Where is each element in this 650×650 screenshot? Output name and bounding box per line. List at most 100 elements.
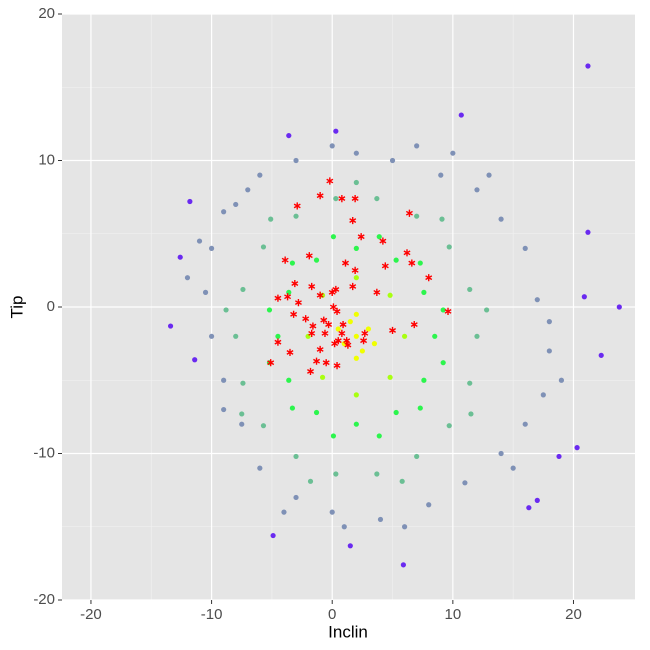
point bbox=[510, 465, 516, 471]
star-point bbox=[408, 259, 416, 267]
point bbox=[196, 238, 203, 244]
star-point bbox=[360, 337, 368, 345]
point bbox=[534, 497, 540, 503]
star-point bbox=[328, 288, 336, 296]
point bbox=[260, 423, 267, 429]
star-point bbox=[338, 194, 346, 203]
point bbox=[239, 411, 245, 417]
star-point bbox=[313, 357, 321, 365]
point bbox=[184, 275, 191, 281]
star-point bbox=[381, 262, 389, 270]
point bbox=[221, 406, 227, 413]
y-tick-label: 0 bbox=[47, 298, 55, 315]
point bbox=[353, 355, 359, 361]
point bbox=[522, 421, 528, 427]
point bbox=[387, 374, 393, 380]
point bbox=[546, 319, 552, 325]
star-point bbox=[333, 362, 341, 370]
point bbox=[374, 471, 380, 477]
point bbox=[167, 323, 174, 329]
point bbox=[221, 377, 227, 383]
point bbox=[353, 333, 359, 339]
star-point bbox=[332, 285, 340, 294]
star-point bbox=[339, 320, 347, 329]
point bbox=[257, 465, 263, 471]
point bbox=[474, 333, 480, 339]
point bbox=[581, 294, 587, 300]
point bbox=[558, 377, 565, 383]
point bbox=[522, 245, 528, 251]
point bbox=[221, 209, 227, 215]
point bbox=[458, 112, 464, 118]
point bbox=[438, 172, 444, 178]
point bbox=[484, 307, 490, 313]
star-point bbox=[361, 329, 369, 337]
point bbox=[446, 423, 452, 429]
star-point bbox=[307, 367, 314, 376]
point bbox=[389, 157, 396, 164]
point bbox=[376, 433, 382, 439]
point bbox=[333, 195, 339, 202]
y-tick-label: 20 bbox=[38, 5, 55, 22]
point bbox=[341, 524, 347, 530]
point bbox=[556, 453, 562, 460]
star-point bbox=[316, 345, 324, 354]
point bbox=[270, 532, 276, 539]
point bbox=[223, 307, 229, 313]
point bbox=[202, 289, 209, 295]
point bbox=[359, 348, 365, 354]
point bbox=[498, 216, 504, 222]
star-point bbox=[291, 279, 299, 288]
point bbox=[341, 341, 347, 347]
point bbox=[585, 229, 591, 235]
point bbox=[421, 377, 427, 383]
point bbox=[330, 234, 337, 240]
point bbox=[574, 445, 580, 451]
point bbox=[371, 341, 378, 347]
point bbox=[393, 409, 399, 416]
point bbox=[240, 286, 246, 293]
star-point bbox=[351, 194, 359, 203]
y-tick-label: -10 bbox=[33, 444, 55, 461]
point bbox=[446, 244, 452, 250]
point bbox=[313, 409, 320, 416]
point bbox=[486, 172, 492, 178]
point bbox=[293, 213, 299, 219]
star-point bbox=[333, 307, 341, 315]
x-tick-label: 10 bbox=[445, 606, 462, 623]
point bbox=[233, 333, 239, 339]
star-point bbox=[357, 233, 365, 241]
point bbox=[353, 150, 359, 156]
y-tick-label: -20 bbox=[33, 591, 55, 608]
star-point bbox=[286, 348, 294, 357]
point bbox=[585, 63, 591, 69]
point bbox=[289, 405, 296, 411]
point bbox=[281, 509, 287, 515]
star-point bbox=[338, 329, 346, 337]
point bbox=[333, 128, 339, 134]
point bbox=[347, 319, 353, 325]
star-point bbox=[321, 329, 329, 337]
point bbox=[275, 333, 281, 339]
star-point bbox=[316, 192, 324, 200]
star-point bbox=[308, 329, 316, 337]
point bbox=[293, 453, 299, 460]
x-tick-label: -10 bbox=[201, 606, 223, 623]
point bbox=[417, 260, 423, 266]
star-point bbox=[309, 322, 317, 330]
point bbox=[240, 380, 246, 386]
point bbox=[208, 245, 215, 251]
star-point bbox=[349, 216, 357, 225]
point bbox=[330, 433, 337, 439]
star-point bbox=[322, 359, 330, 367]
point bbox=[233, 201, 239, 208]
star-point bbox=[302, 315, 310, 323]
star-point bbox=[349, 282, 357, 291]
point bbox=[467, 286, 473, 293]
point bbox=[245, 187, 251, 193]
star-point bbox=[326, 177, 334, 185]
star-point bbox=[305, 252, 313, 260]
point bbox=[432, 333, 438, 339]
point bbox=[468, 411, 474, 417]
